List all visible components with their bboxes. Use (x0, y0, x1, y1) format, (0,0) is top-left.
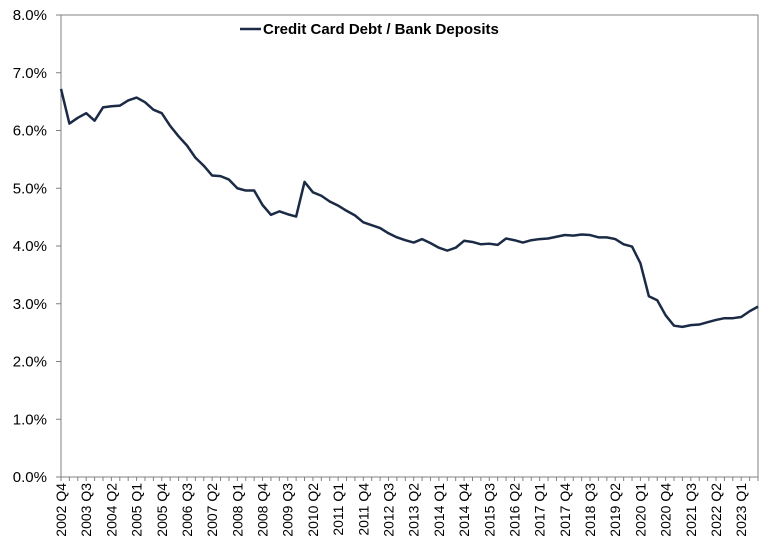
series-line (59, 88, 759, 329)
x-tick-label: 2014 Q4 (456, 483, 472, 537)
x-tick-label: 2023 Q1 (733, 483, 749, 537)
x-tick-label: 2008 Q1 (229, 483, 245, 537)
y-tick-label: 5.0% (13, 180, 47, 197)
x-tick-label: 2009 Q3 (280, 483, 296, 537)
x-tick-label: 2002 Q4 (53, 483, 69, 537)
y-tick-label: 8.0% (13, 7, 47, 24)
x-tick-label: 2017 Q4 (557, 483, 573, 537)
x-tick-label: 2021 Q3 (683, 483, 699, 537)
x-tick-label: 2011 Q1 (330, 483, 346, 536)
series-layer (59, 88, 759, 329)
plot-area-border (60, 14, 759, 478)
x-tick-label: 2018 Q3 (582, 483, 598, 537)
x-tick-label: 2014 Q1 (431, 483, 447, 537)
y-tick-label: 0.0% (13, 469, 47, 486)
x-tick-label: 2015 Q3 (481, 483, 497, 537)
x-tick-label: 2011 Q4 (355, 483, 371, 536)
y-tick-label: 3.0% (13, 296, 47, 313)
plot-frame (60, 14, 759, 478)
y-axis: 0.0% 1.0% 2.0% 3.0% 4.0% 5.0% 6.0% 7.0% 8.0% (13, 7, 61, 486)
x-tick-label: 2020 Q4 (658, 483, 674, 537)
x-tick-label: 2020 Q1 (632, 483, 648, 537)
legend: Credit Card Debt / Bank Deposits (240, 21, 499, 38)
y-tick-label: 2.0% (13, 354, 47, 371)
x-tick-label: 2008 Q4 (255, 483, 271, 537)
x-tick-label: 2010 Q2 (305, 483, 321, 537)
legend-label: Credit Card Debt / Bank Deposits (263, 21, 499, 38)
x-tick-label: 2019 Q2 (607, 483, 623, 537)
x-tick-label: 2017 Q1 (532, 483, 548, 537)
x-tick-label: 2013 Q2 (406, 483, 422, 537)
x-tick-label: 2005 Q1 (129, 483, 145, 537)
x-tick-label: 2004 Q2 (103, 483, 119, 537)
x-tick-label: 2005 Q4 (154, 483, 170, 537)
y-tick-label: 7.0% (13, 65, 47, 82)
y-tick-label: 4.0% (13, 238, 47, 255)
x-axis: 2002 Q4 2003 Q3 2004 Q2 2005 Q1 2005 Q4 2006 … (53, 477, 759, 537)
y-tick-label: 1.0% (13, 411, 47, 428)
x-tick-label: 2003 Q3 (78, 483, 94, 537)
x-tick-label: 2012 Q3 (381, 483, 397, 537)
x-tick-label: 2016 Q2 (506, 483, 522, 537)
y-tick-label: 6.0% (13, 123, 47, 140)
x-tick-label: 2006 Q3 (179, 483, 195, 537)
x-tick-label: 2022 Q2 (708, 483, 724, 537)
x-tick-label: 2007 Q2 (204, 483, 220, 537)
